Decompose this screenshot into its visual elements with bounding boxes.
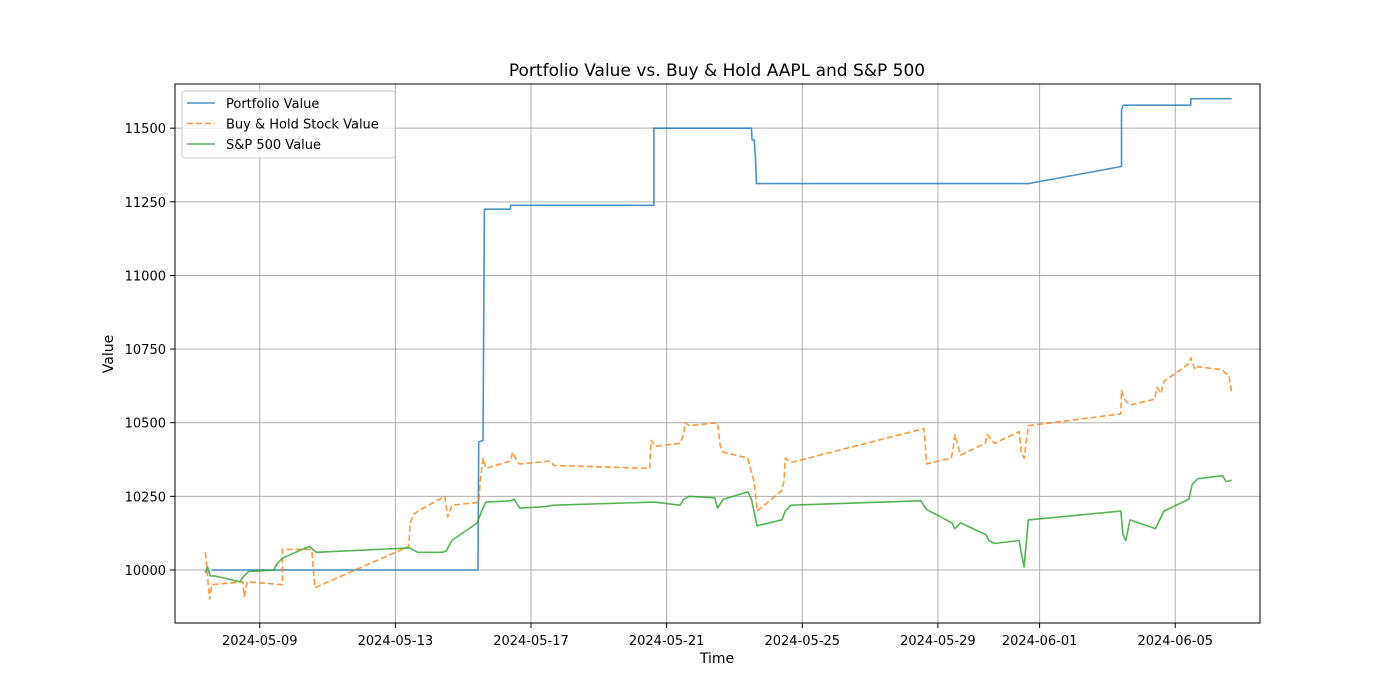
y-tick-label: 11000 bbox=[125, 269, 166, 284]
legend-box bbox=[181, 90, 396, 159]
y-tick-label: 11500 bbox=[125, 122, 166, 137]
x-tick-label: 2024-05-09 bbox=[222, 634, 298, 649]
plot-frame bbox=[174, 83, 1261, 624]
legend: Portfolio Value Buy & Hold Stock Value S&P… bbox=[181, 90, 396, 159]
y-tick-label: 10500 bbox=[125, 417, 166, 432]
x-tick-label: 2024-06-01 bbox=[1002, 634, 1078, 649]
y-axis-label: Value bbox=[101, 335, 117, 373]
series-line-portfolio-value bbox=[211, 97, 1232, 571]
x-tick-label: 2024-06-05 bbox=[1137, 634, 1213, 649]
x-tick-label: 2024-05-29 bbox=[900, 634, 976, 649]
y-axis: 10000 10250 10500 10750 11000 11250 11500 bbox=[125, 122, 175, 579]
y-tick-label: 10250 bbox=[125, 490, 166, 505]
x-axis: 2024-05-09 2024-05-13 2024-05-17 2024-05-21… bbox=[222, 623, 1213, 649]
x-tick-label: 2024-05-13 bbox=[358, 634, 434, 649]
plot-area bbox=[175, 84, 1260, 623]
legend-entry-label: Buy & Hold Stock Value bbox=[226, 118, 379, 133]
series-line-buy-hold-stock-value bbox=[204, 357, 1233, 601]
x-tick-label: 2024-05-25 bbox=[764, 634, 840, 649]
legend-entry-label: S&P 500 Value bbox=[226, 138, 321, 153]
y-tick-label: 10000 bbox=[125, 564, 166, 579]
x-tick-label: 2024-05-17 bbox=[493, 634, 569, 649]
legend-entry-label: Portfolio Value bbox=[226, 97, 319, 112]
x-axis-label: Time bbox=[699, 651, 734, 667]
series-layer bbox=[204, 97, 1233, 601]
chart-title: Portfolio Value vs. Buy & Hold AAPL and … bbox=[509, 61, 925, 81]
series-line-s-p-500-value bbox=[204, 474, 1232, 583]
y-tick-label: 11250 bbox=[125, 196, 166, 211]
y-tick-label: 10750 bbox=[125, 343, 166, 358]
x-tick-label: 2024-05-21 bbox=[629, 634, 705, 649]
